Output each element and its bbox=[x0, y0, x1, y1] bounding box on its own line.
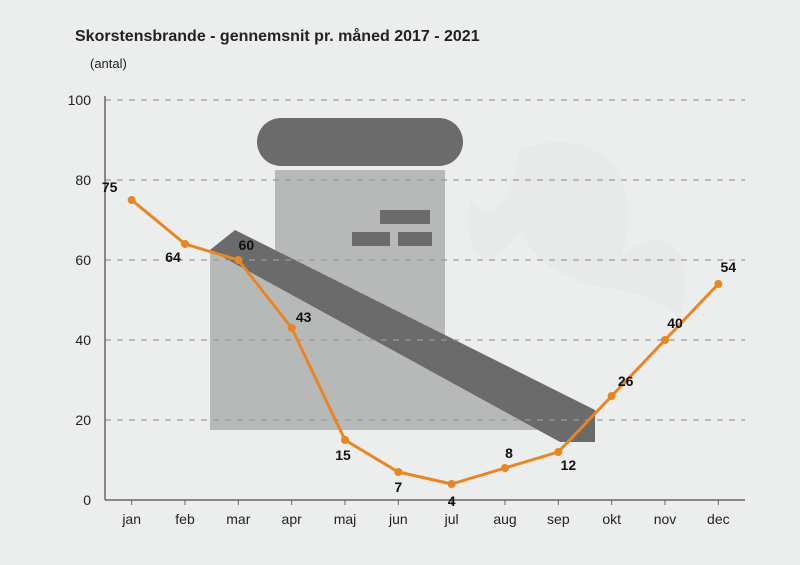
x-tick-label: mar bbox=[226, 511, 250, 527]
data-marker bbox=[501, 464, 509, 472]
value-label: 43 bbox=[296, 309, 312, 325]
data-marker bbox=[554, 448, 562, 456]
x-tick-label: feb bbox=[175, 511, 195, 527]
value-label: 4 bbox=[448, 493, 456, 509]
chart-container: Skorstensbrande - gennemsnit pr. måned 2… bbox=[0, 0, 800, 565]
y-tick-label: 0 bbox=[83, 492, 91, 508]
data-marker bbox=[661, 336, 669, 344]
y-tick-label: 60 bbox=[75, 252, 91, 268]
x-tick-label: maj bbox=[334, 511, 357, 527]
data-marker bbox=[448, 480, 456, 488]
value-label: 54 bbox=[721, 259, 737, 275]
value-label: 7 bbox=[394, 479, 402, 495]
data-marker bbox=[288, 324, 296, 332]
data-marker bbox=[181, 240, 189, 248]
y-tick-label: 100 bbox=[68, 92, 92, 108]
x-tick-label: aug bbox=[493, 511, 516, 527]
y-tick-label: 40 bbox=[75, 332, 91, 348]
data-marker bbox=[608, 392, 616, 400]
value-label: 40 bbox=[667, 315, 683, 331]
x-tick-label: dec bbox=[707, 511, 730, 527]
data-marker bbox=[341, 436, 349, 444]
chart-svg: 0 20 40 60 80 100 75 64 60 43 15 7 4 8 12 26 40 54 jan feb m… bbox=[0, 0, 800, 565]
value-label: 75 bbox=[102, 179, 118, 195]
x-tick-label: okt bbox=[602, 511, 621, 527]
x-tick-label: apr bbox=[282, 511, 303, 527]
data-marker bbox=[714, 280, 722, 288]
chimney-cap bbox=[257, 118, 463, 166]
x-tick-label: jan bbox=[121, 511, 141, 527]
chart-title: Skorstensbrande - gennemsnit pr. måned 2… bbox=[75, 28, 480, 46]
x-tick-label: sep bbox=[547, 511, 570, 527]
x-tick-label: jun bbox=[388, 511, 408, 527]
y-tick-label: 80 bbox=[75, 172, 91, 188]
data-marker bbox=[394, 468, 402, 476]
flame-shape bbox=[468, 142, 685, 320]
y-tick-label: 20 bbox=[75, 412, 91, 428]
value-label: 26 bbox=[618, 373, 634, 389]
data-marker bbox=[128, 196, 136, 204]
value-label: 15 bbox=[335, 447, 351, 463]
value-label: 12 bbox=[561, 457, 577, 473]
x-tick-label: jul bbox=[444, 511, 459, 527]
x-tick-label: nov bbox=[654, 511, 677, 527]
value-label: 8 bbox=[505, 445, 513, 461]
value-label: 64 bbox=[165, 249, 181, 265]
value-label: 60 bbox=[239, 237, 255, 253]
chart-subtitle: (antal) bbox=[90, 56, 127, 71]
data-marker bbox=[234, 256, 242, 264]
